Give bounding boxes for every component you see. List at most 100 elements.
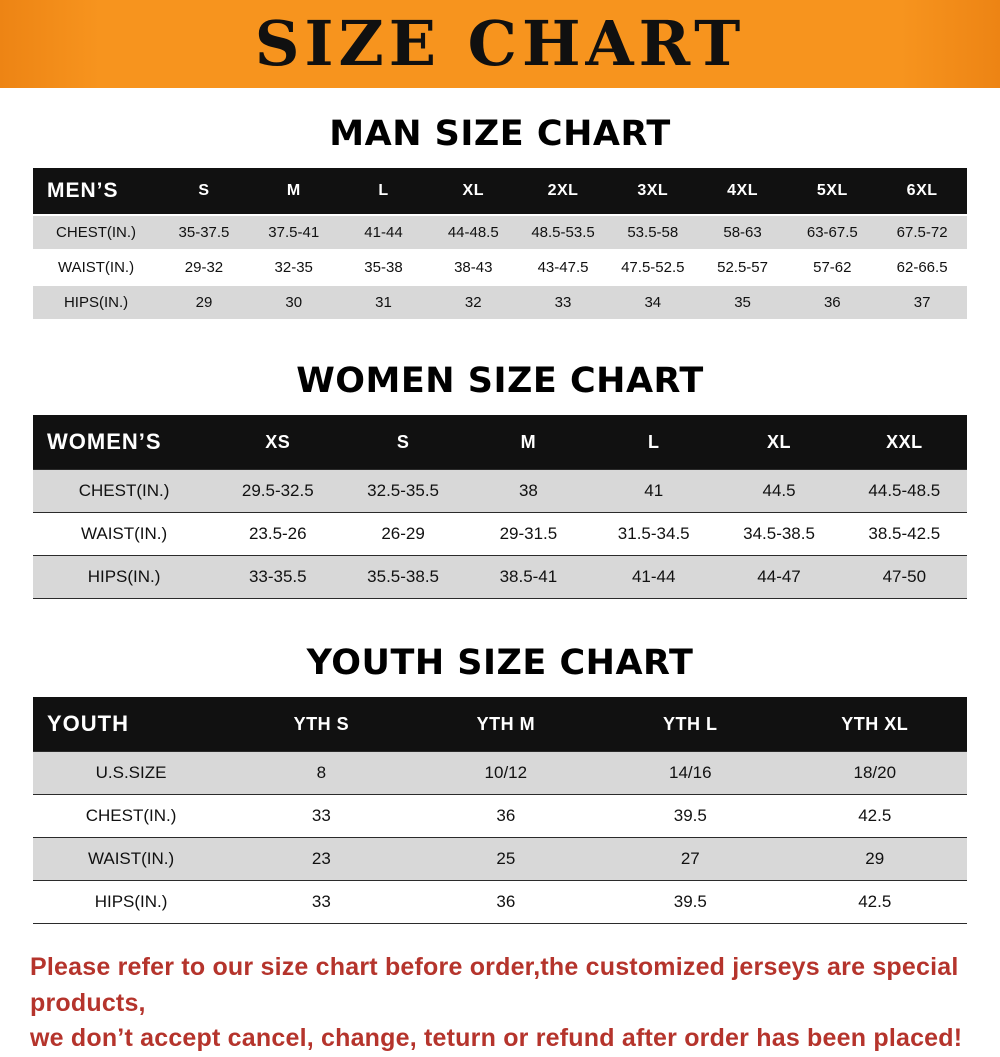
measurement-value-cell: 26-29 xyxy=(381,524,425,543)
table-row: CHEST(IN.) 29.5-32.5 32.5-35.5 38 41 44.5 44.5… xyxy=(33,469,967,513)
measurement-value-cell: 63-67.5 xyxy=(806,224,858,241)
row-label-cell: HIPS(IN.) xyxy=(87,567,161,586)
men-size-section: MAN SIZE CHART MEN’S S M L XL 2XL 3XL 4XL 5XL 6XL… xyxy=(0,114,1000,321)
size-chart-banner: SIZE CHART xyxy=(0,0,1000,88)
size-column-header: XS xyxy=(215,415,341,470)
men-section-heading: MAN SIZE CHART xyxy=(329,114,671,154)
measurement-value-cell: 48.5-53.5 xyxy=(531,224,595,241)
measurement-value-cell: 25 xyxy=(496,849,516,868)
women-size-table: WOMEN’S XS S M L XL XXL CHEST(IN.) 29.5-32.5 32.5… xyxy=(33,415,967,599)
size-column-header: YTH M xyxy=(413,697,599,752)
size-column-header: YTH S xyxy=(229,697,414,752)
measurement-value-cell: 35 xyxy=(734,294,751,311)
table-row: HIPS(IN.) 29 30 31 32 33 34 35 36 37 xyxy=(33,285,967,320)
measurement-value-cell: 23 xyxy=(311,849,331,868)
measurement-value-cell: 47-50 xyxy=(882,567,927,586)
measurement-value-cell: 43-47.5 xyxy=(537,259,589,276)
measurement-value-cell: 34 xyxy=(644,294,662,311)
measurement-value-cell: 62-66.5 xyxy=(896,259,948,276)
measurement-value-cell: 33 xyxy=(311,806,331,825)
measurement-value-cell: 32.5-35.5 xyxy=(367,481,440,500)
measurement-value-cell: 44.5 xyxy=(762,481,796,500)
measurement-value-cell: 29-32 xyxy=(184,259,224,276)
measurement-value-cell: 38 xyxy=(518,481,538,500)
row-label-cell: WAIST(IN.) xyxy=(80,524,168,543)
size-column-header: YTH L xyxy=(598,697,783,752)
measurement-value-cell: 23.5-26 xyxy=(248,524,307,543)
measurement-value-cell: 44.5-48.5 xyxy=(868,481,941,500)
table-row: HIPS(IN.) 33 36 39.5 42.5 xyxy=(33,880,967,924)
table-row: U.S.SIZE 8 10/12 14/16 18/20 xyxy=(33,751,967,795)
measurement-value-cell: 32-35 xyxy=(274,259,313,276)
measurement-value-cell: 44-47 xyxy=(757,567,801,586)
row-label-cell: WAIST(IN.) xyxy=(57,259,135,276)
table-title-cell: YOUTH xyxy=(33,697,230,752)
measurement-value-cell: 52.5-57 xyxy=(717,259,768,276)
row-label-cell: U.S.SIZE xyxy=(95,763,167,782)
youth-section-heading: YOUTH SIZE CHART xyxy=(306,643,694,683)
measurement-value-cell: 35-38 xyxy=(364,259,403,276)
measurement-value-cell: 58-63 xyxy=(723,224,762,241)
measurement-value-cell: 29-31.5 xyxy=(499,524,558,543)
measurement-value-cell: 31 xyxy=(375,294,392,311)
measurement-value-cell: 57-62 xyxy=(813,259,852,276)
measurement-value-cell: 42.5 xyxy=(858,806,892,825)
size-column-header: 2XL xyxy=(518,168,608,215)
disclaimer-line-1: Please refer to our size chart before or… xyxy=(30,953,959,1017)
men-size-table: MEN’S S M L XL 2XL 3XL 4XL 5XL 6XL CHEST(IN.) 35-37… xyxy=(33,168,967,321)
measurement-value-cell: 10/12 xyxy=(484,763,528,782)
size-column-header: 5XL xyxy=(787,168,878,215)
table-row: WAIST(IN.) 23 25 27 29 xyxy=(33,837,967,881)
measurement-value-cell: 53.5-58 xyxy=(627,224,679,241)
measurement-value-cell: 36 xyxy=(496,806,516,825)
row-label-cell: HIPS(IN.) xyxy=(94,892,168,911)
women-section-heading: WOMEN SIZE CHART xyxy=(296,361,704,401)
measurement-value-cell: 18/20 xyxy=(853,763,897,782)
measurement-value-cell: 27 xyxy=(680,849,700,868)
table-row: CHEST(IN.) 33 36 39.5 42.5 xyxy=(33,794,967,838)
measurement-value-cell: 32 xyxy=(464,294,482,311)
measurement-value-cell: 39.5 xyxy=(673,892,707,911)
table-title-cell: WOMEN’S xyxy=(33,415,216,470)
table-title-cell: MEN’S xyxy=(33,168,160,215)
measurement-value-cell: 8 xyxy=(316,763,327,782)
measurement-value-cell: 67.5-72 xyxy=(896,224,948,241)
measurement-value-cell: 47.5-52.5 xyxy=(621,259,685,276)
measurement-value-cell: 38.5-42.5 xyxy=(868,524,941,543)
size-column-header: YTH XL xyxy=(782,697,967,752)
measurement-value-cell: 37.5-41 xyxy=(268,224,320,241)
measurement-value-cell: 30 xyxy=(285,294,303,311)
measurement-value-cell: 29.5-32.5 xyxy=(241,481,314,500)
measurement-value-cell: 33 xyxy=(554,294,572,311)
measurement-value-cell: 35.5-38.5 xyxy=(367,567,440,586)
size-column-header: XXL xyxy=(841,415,967,470)
size-column-header: 4XL xyxy=(697,168,788,215)
size-column-header: 6XL xyxy=(877,168,967,215)
size-column-header: M xyxy=(248,168,339,215)
measurement-value-cell: 44-48.5 xyxy=(447,224,499,241)
banner-title: SIZE CHART xyxy=(254,7,746,80)
measurement-value-cell: 36 xyxy=(496,892,516,911)
row-label-cell: WAIST(IN.) xyxy=(87,849,175,868)
measurement-value-cell: 42.5 xyxy=(858,892,892,911)
size-column-header: 3XL xyxy=(607,168,698,215)
size-column-header: M xyxy=(465,415,592,470)
measurement-value-cell: 41-44 xyxy=(631,567,676,586)
measurement-value-cell: 41-44 xyxy=(364,224,403,241)
row-label-cell: CHEST(IN.) xyxy=(56,224,137,241)
measurement-value-cell: 38-43 xyxy=(454,259,493,276)
table-header-row: WOMEN’S XS S M L XL XXL xyxy=(33,415,967,470)
table-row: HIPS(IN.) 33-35.5 35.5-38.5 38.5-41 41-44 44-… xyxy=(33,555,967,599)
table-row: WAIST(IN.) 23.5-26 26-29 29-31.5 31.5-34.5 34… xyxy=(33,512,967,556)
size-column-header: L xyxy=(591,415,717,470)
size-column-header: XL xyxy=(428,168,519,215)
women-size-section: WOMEN SIZE CHART WOMEN’S XS S M L XL XXL CHEST(… xyxy=(0,361,1000,599)
measurement-value-cell: 35-37.5 xyxy=(178,224,230,241)
measurement-value-cell: 36 xyxy=(823,294,841,311)
row-label-cell: CHEST(IN.) xyxy=(78,481,170,500)
measurement-value-cell: 33 xyxy=(311,892,331,911)
disclaimer-line-2: we don’t accept cancel, change, teturn o… xyxy=(30,1024,963,1052)
size-column-header: L xyxy=(338,168,429,215)
measurement-value-cell: 39.5 xyxy=(673,806,707,825)
size-column-header: S xyxy=(340,415,466,470)
